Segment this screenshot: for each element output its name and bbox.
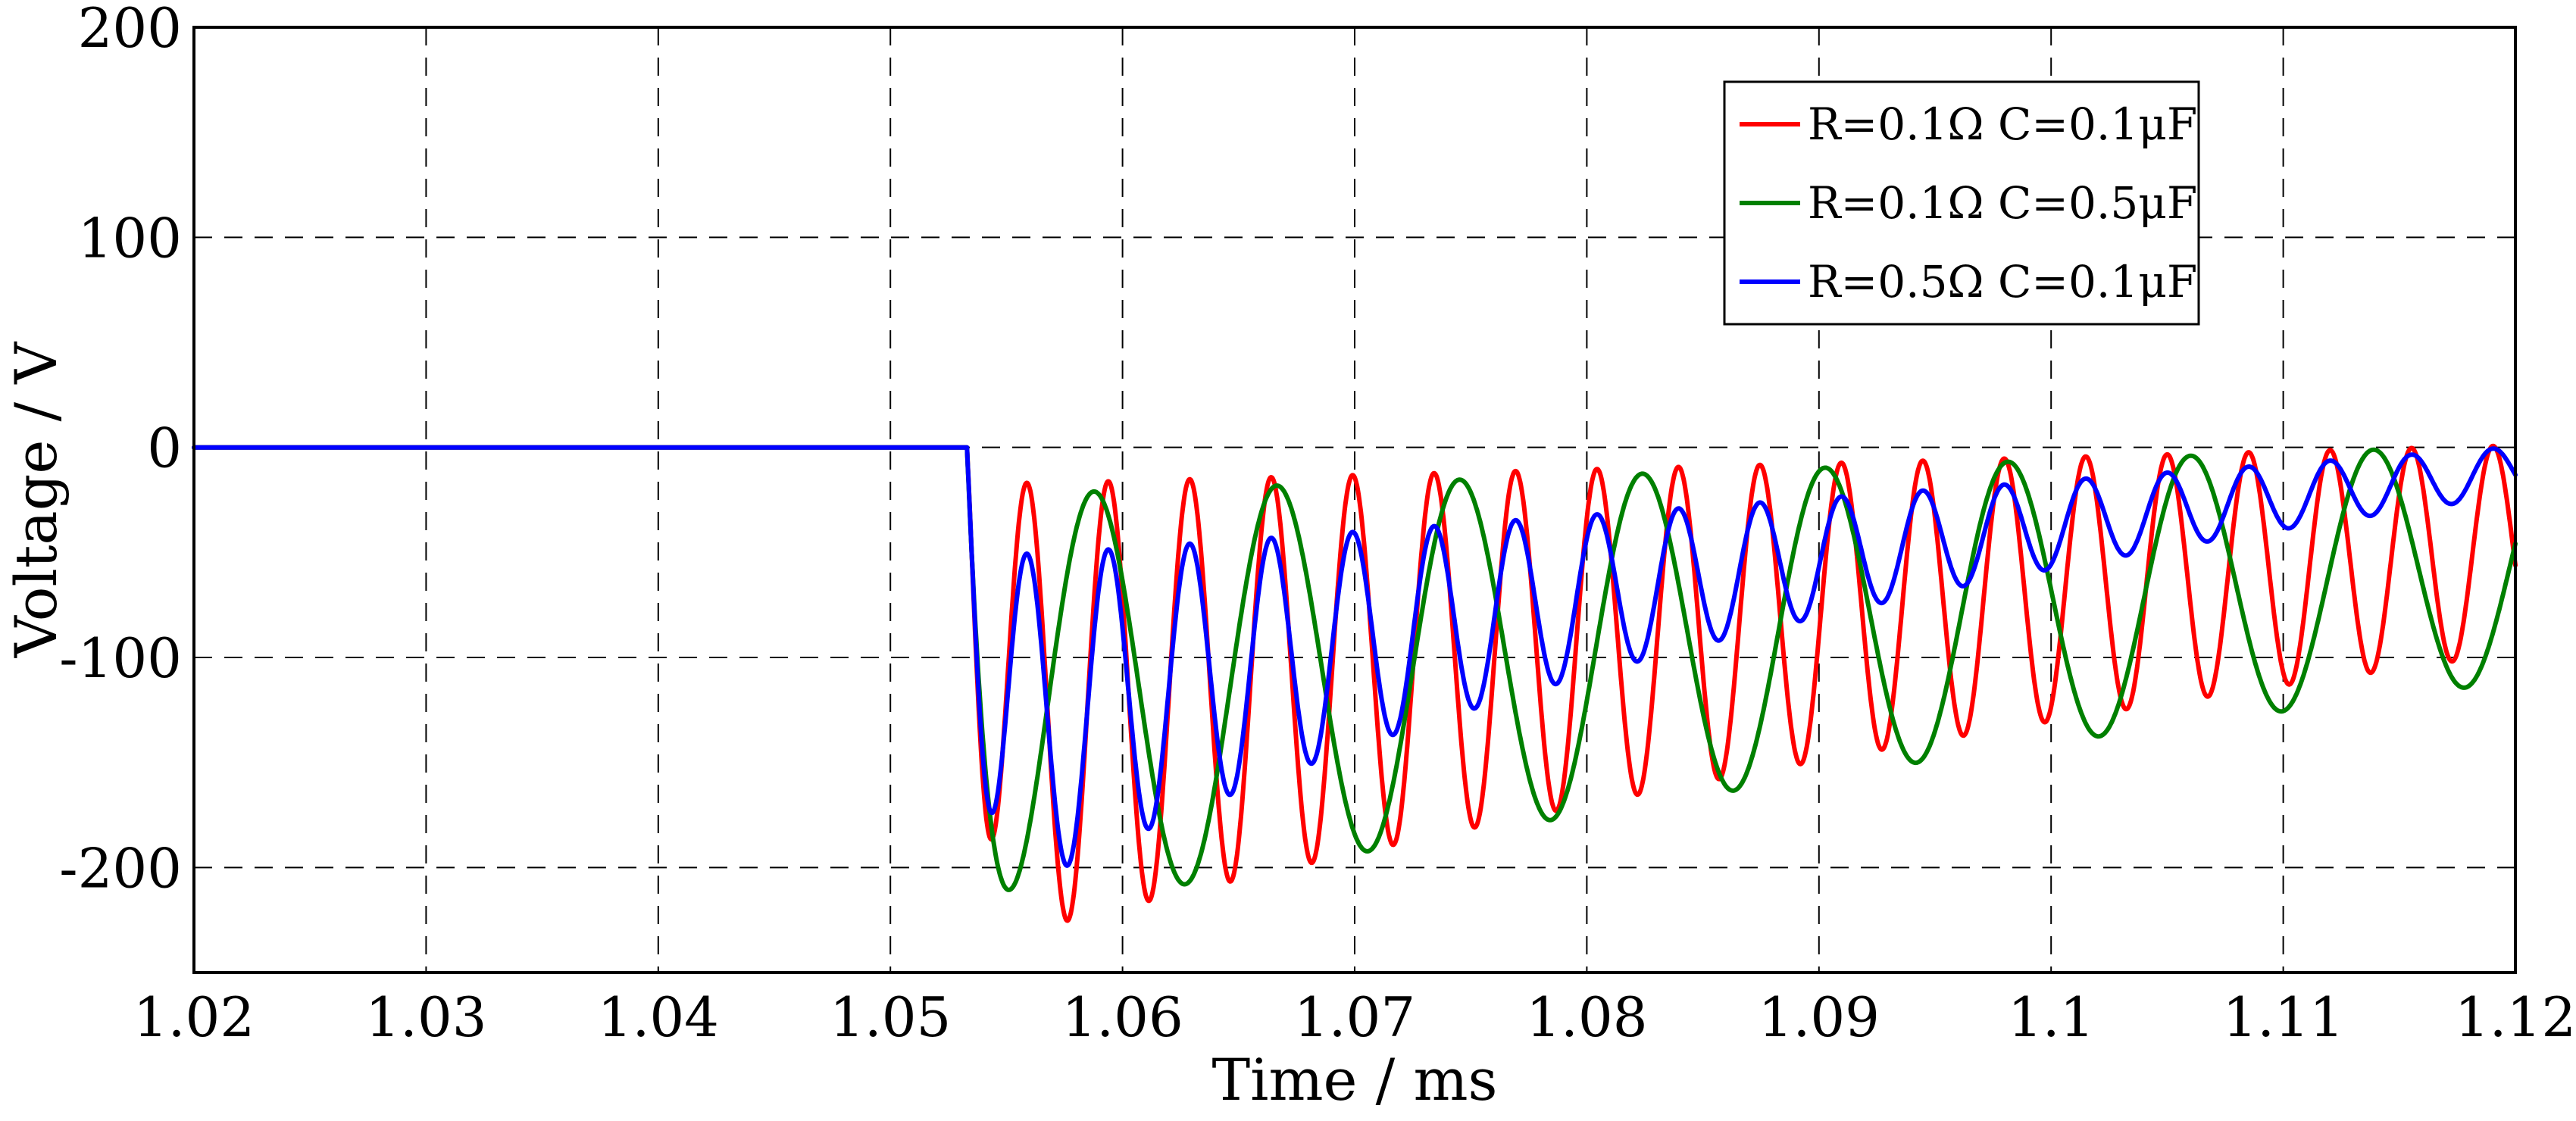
y-tick-label: 100 (78, 206, 182, 270)
x-tick-label: 1.04 (598, 985, 719, 1049)
x-tick-label: 1.11 (2222, 985, 2343, 1049)
legend-label-series-2: R=0.1Ω C=0.5μF (1808, 177, 2197, 229)
series-group (192, 443, 2518, 923)
x-tick-label: 1.02 (133, 985, 255, 1049)
x-tick-label: 1.08 (1526, 985, 1647, 1049)
legend-label-series-3: R=0.5Ω C=0.1μF (1808, 256, 2197, 308)
legend-box (1723, 80, 2200, 326)
x-tick-label: 1.07 (1294, 985, 1415, 1049)
y-axis-label: Voltage / V (2, 342, 70, 658)
legend-label-series-1: R=0.1Ω C=0.1μF (1808, 98, 2197, 150)
x-tick-label: 1.1 (2008, 985, 2095, 1049)
x-tick-label: 1.05 (830, 985, 951, 1049)
x-tick-label: 1.12 (2455, 985, 2576, 1049)
tick-labels: 1.02 1.03 1.04 1.05 1.06 1.07 1.08 1.09 1.1 1.11 1… (59, 0, 2576, 1049)
x-tick-label: 1.03 (365, 985, 486, 1049)
x-tick-label: 1.09 (1758, 985, 1880, 1049)
legend: R=0.1Ω C=0.1μF R=0.1Ω C=0.5μF R=0.5Ω C=0… (1723, 80, 2200, 326)
y-tick-label: 200 (78, 0, 182, 60)
y-tick-label: -200 (59, 836, 182, 900)
y-tick-label: 0 (147, 417, 182, 480)
plot-frame (192, 26, 2517, 974)
x-tick-label: 1.06 (1061, 985, 1183, 1049)
y-tick-label: -100 (59, 626, 182, 690)
series-line-3 (192, 445, 2518, 868)
x-axis-label: Time / ms (1211, 1046, 1497, 1113)
